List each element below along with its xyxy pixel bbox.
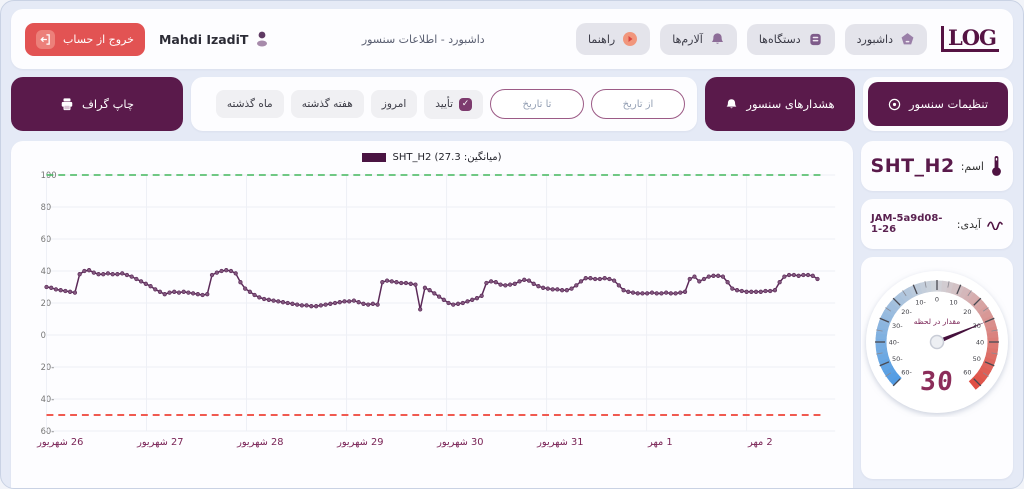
svg-text:30 شهریور: 30 شهریور [436, 437, 483, 448]
svg-text:50: 50 [973, 355, 981, 363]
sensor-alerts-label: هشدارهای سنسور [746, 97, 835, 111]
checkbox-icon: ✓ [459, 97, 472, 111]
chart-panel: SHT_H2 (میانگین: 27.3) -60 -40 -20 0 20 40 60 8… [11, 141, 853, 489]
alert-bell-icon [725, 98, 738, 111]
printer-icon [60, 97, 74, 111]
svg-text:مقدار در لحظه: مقدار در لحظه [914, 317, 960, 326]
svg-text:-20: -20 [901, 308, 912, 316]
sensor-settings-label: تنظیمات سنسور [908, 97, 989, 111]
from-date-input[interactable] [591, 89, 685, 119]
svg-text:80: 80 [41, 202, 52, 212]
chart-legend[interactable]: SHT_H2 (میانگین: 27.3) [17, 149, 847, 165]
thermometer-icon [990, 155, 1003, 177]
legend-label: SHT_H2 (میانگین: 27.3) [392, 151, 502, 163]
last-week-label: هفته گذشته [301, 98, 353, 110]
sensor-id-card: آیدی: JAM-5a9d08-1-26 [861, 199, 1013, 249]
user-avatar-icon [254, 30, 270, 48]
nav-alarms-label: آلارم‌ها [672, 32, 703, 46]
svg-text:31 شهریور: 31 شهریور [536, 437, 583, 448]
sensor-name-value: SHT_H2 [870, 155, 955, 177]
print-graph-button[interactable]: چاپ گراف [11, 77, 183, 131]
settings-card: تنظیمات سنسور [863, 77, 1013, 131]
nav-help-label: راهنما [588, 32, 616, 46]
svg-text:28 شهریور: 28 شهریور [236, 437, 283, 448]
svg-text:60: 60 [41, 234, 52, 244]
nav-help[interactable]: راهنما [576, 23, 651, 55]
sensor-id-value: JAM-5a9d08-1-26 [871, 213, 943, 235]
devices-icon [808, 32, 823, 47]
sensor-settings-button[interactable]: تنظیمات سنسور [868, 82, 1008, 126]
print-graph-label: چاپ گراف [81, 97, 135, 111]
svg-text:-30: -30 [892, 322, 903, 330]
last-week-button[interactable]: هفته گذشته [290, 90, 364, 118]
svg-text:20: 20 [41, 298, 52, 308]
last-month-label: ماه گذشته [226, 98, 273, 110]
target-icon [888, 98, 901, 111]
date-filter-card: ✓ تأیید امروز هفته گذشته ماه گذشته [191, 77, 697, 131]
svg-text:60: 60 [963, 369, 971, 377]
legend-swatch [362, 152, 387, 162]
user-name: Mahdi IzadiT [158, 31, 249, 47]
sensor-sidebar: اسم: SHT_H2 آیدی: JAM-5a9d08-1-26 -60 -50… [861, 141, 1013, 479]
nav-dashboard[interactable]: داشبورد [844, 23, 927, 55]
svg-text:0: 0 [41, 330, 46, 340]
sensor-id-label: آیدی: [956, 217, 981, 231]
nav-alarms[interactable]: آلارم‌ها [660, 23, 737, 55]
toolbar-row: تنظیمات سنسور هشدارهای سنسور ✓ تأیید امر… [11, 77, 1013, 131]
svg-text:10: 10 [949, 299, 957, 307]
main-nav: داشبورد دستگاه‌ها آلارم‌ها راهنما [576, 23, 927, 55]
svg-text:1 مهر: 1 مهر [647, 437, 673, 448]
svg-text:29 شهریور: 29 شهریور [336, 437, 383, 448]
svg-text:-20: -20 [41, 362, 55, 372]
svg-text:20: 20 [963, 308, 971, 316]
dashboard-icon [900, 32, 915, 47]
today-button[interactable]: امروز [370, 90, 418, 118]
sensor-name-label: اسم: [960, 159, 984, 173]
svg-text:-60: -60 [41, 426, 55, 436]
svg-text:27 شهریور: 27 شهریور [136, 437, 183, 448]
svg-text:40: 40 [41, 266, 52, 276]
svg-text:2 مهر: 2 مهر [747, 437, 773, 448]
svg-text:26 شهریور: 26 شهریور [36, 437, 83, 448]
to-date-input[interactable] [490, 89, 584, 119]
logout-icon [36, 29, 55, 49]
sensor-name-card: اسم: SHT_H2 [861, 141, 1013, 191]
today-label: امروز [381, 98, 407, 110]
logout-button[interactable]: خروج از حساب [25, 22, 145, 56]
play-help-icon [622, 31, 638, 47]
confirm-label: تأیید [435, 98, 453, 110]
nav-devices-label: دستگاه‌ها [758, 32, 801, 46]
user-info[interactable]: Mahdi IzadiT [159, 30, 270, 48]
main-area: اسم: SHT_H2 آیدی: JAM-5a9d08-1-26 -60 -50… [11, 141, 1013, 489]
svg-text:0: 0 [935, 295, 939, 303]
top-bar: LOG داشبورد دستگاه‌ها آلارم‌ها [11, 9, 1013, 69]
svg-text:-50: -50 [892, 355, 903, 363]
svg-text:-40: -40 [41, 394, 55, 404]
sensor-alerts-button[interactable]: هشدارهای سنسور [705, 77, 855, 131]
svg-text:-40: -40 [889, 338, 900, 346]
svg-text:-10: -10 [915, 299, 926, 307]
last-month-button[interactable]: ماه گذشته [215, 90, 284, 118]
bell-icon [710, 32, 725, 47]
nav-devices[interactable]: دستگاه‌ها [746, 23, 835, 55]
wave-icon [987, 218, 1003, 230]
confirm-button[interactable]: ✓ تأیید [424, 89, 483, 119]
page-title: داشبورد - اطلاعات سنسور [361, 32, 485, 46]
logout-label: خروج از حساب [63, 32, 134, 46]
svg-text:-60: -60 [901, 369, 912, 377]
svg-text:40: 40 [976, 338, 984, 346]
nav-dashboard-label: داشبورد [856, 32, 893, 46]
gauge-readout: 30 [919, 367, 955, 397]
app-logo: LOG [941, 26, 999, 53]
